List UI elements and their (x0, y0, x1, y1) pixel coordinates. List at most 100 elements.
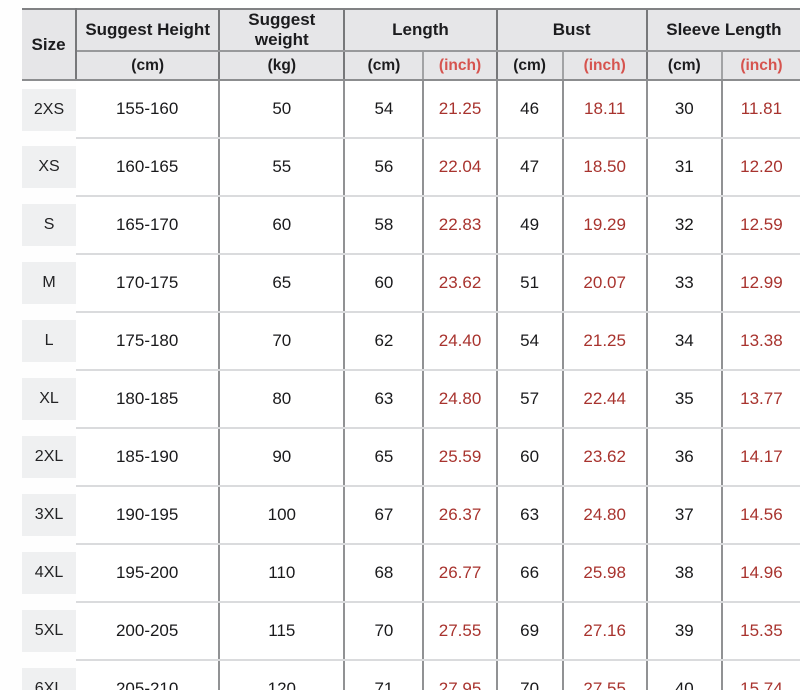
size-cell: 5XL (22, 602, 77, 660)
sleeve-cm-cell: 32 (645, 196, 722, 255)
bust-cm-cell: 47 (495, 138, 563, 197)
weight-kg-cell: 100 (218, 486, 345, 545)
column-header-suggest-weight: Suggest weight (218, 8, 345, 52)
size-label: 2XL (22, 436, 77, 478)
unit-length-cm: (cm) (343, 51, 424, 81)
sleeve-cm-cell: 35 (645, 370, 722, 429)
weight-kg-cell: 110 (218, 544, 345, 603)
length-inch-cell: 27.55 (422, 602, 497, 661)
height-cm-cell: 190-195 (76, 486, 220, 545)
column-header-size: Size (22, 8, 78, 81)
sleeve-inch-cell: 14.56 (720, 486, 800, 545)
height-cm-cell: 160-165 (76, 138, 220, 197)
column-header-suggest-height: Suggest Height (76, 8, 220, 52)
bust-cm-cell: 49 (495, 196, 563, 255)
size-cell: 3XL (22, 486, 77, 544)
length-inch-cell: 26.77 (422, 544, 497, 603)
length-cm-cell: 71 (343, 660, 424, 690)
size-cell: XL (22, 370, 77, 428)
sleeve-cm-cell: 30 (645, 80, 722, 139)
bust-cm-cell: 69 (495, 602, 563, 661)
table-row: XS 160-165 55 56 22.04 47 18.50 31 12.20 (22, 138, 800, 197)
sleeve-cm-cell: 34 (645, 312, 722, 371)
length-inch-cell: 26.37 (422, 486, 497, 545)
size-cell: S (22, 196, 77, 254)
length-cm-cell: 70 (343, 602, 424, 661)
unit-bust-cm: (cm) (495, 51, 563, 81)
bust-cm-cell: 63 (495, 486, 563, 545)
header-label-row: Size Suggest Height Suggest weight Lengt… (22, 8, 800, 81)
weight-kg-cell: 65 (218, 254, 345, 313)
table-row: 2XS 155-160 50 54 21.25 46 18.11 30 11.8… (22, 80, 800, 139)
length-inch-cell: 21.25 (422, 80, 497, 139)
column-header-sleeve-length: Sleeve Length (645, 8, 800, 52)
table-header: Size Suggest Height Suggest weight Lengt… (22, 8, 800, 81)
length-inch-cell: 24.40 (422, 312, 497, 371)
size-label: XL (22, 378, 77, 420)
length-cm-cell: 58 (343, 196, 424, 255)
sleeve-cm-cell: 31 (645, 138, 722, 197)
size-label: XS (22, 146, 77, 188)
column-header-bust: Bust (495, 8, 647, 52)
table-row: 6XL 205-210 120 71 27.95 70 27.55 40 15.… (22, 660, 800, 690)
weight-kg-cell: 60 (218, 196, 345, 255)
length-cm-cell: 67 (343, 486, 424, 545)
weight-kg-cell: 50 (218, 80, 345, 139)
table-row: S 165-170 60 58 22.83 49 19.29 32 12.59 (22, 196, 800, 255)
length-inch-cell: 23.62 (422, 254, 497, 313)
bust-inch-cell: 27.16 (561, 602, 647, 661)
size-chart-table: Size Suggest Height Suggest weight Lengt… (22, 8, 800, 690)
length-inch-cell: 22.04 (422, 138, 497, 197)
sleeve-inch-cell: 15.35 (720, 602, 800, 661)
weight-kg-cell: 70 (218, 312, 345, 371)
length-inch-cell: 25.59 (422, 428, 497, 487)
size-label: 5XL (22, 610, 77, 652)
sleeve-inch-cell: 12.20 (720, 138, 800, 197)
height-cm-cell: 180-185 (76, 370, 220, 429)
size-cell: M (22, 254, 77, 312)
sleeve-cm-cell: 36 (645, 428, 722, 487)
length-cm-cell: 56 (343, 138, 424, 197)
sleeve-inch-cell: 13.77 (720, 370, 800, 429)
size-label: S (22, 204, 77, 246)
height-cm-cell: 195-200 (76, 544, 220, 603)
bust-cm-cell: 51 (495, 254, 563, 313)
table-row: 2XL 185-190 90 65 25.59 60 23.62 36 14.1… (22, 428, 800, 487)
header-units-row: (cm) (kg) (cm) (inch) (cm) (inch) (cm) (… (22, 51, 800, 81)
sleeve-inch-cell: 14.96 (720, 544, 800, 603)
weight-kg-cell: 55 (218, 138, 345, 197)
bust-inch-cell: 18.11 (561, 80, 647, 139)
unit-bust-inch: (inch) (561, 51, 647, 81)
bust-inch-cell: 25.98 (561, 544, 647, 603)
bust-inch-cell: 21.25 (561, 312, 647, 371)
bust-cm-cell: 70 (495, 660, 563, 690)
length-cm-cell: 65 (343, 428, 424, 487)
size-label: 2XS (22, 88, 77, 131)
unit-sleeve-inch: (inch) (720, 51, 800, 81)
weight-kg-cell: 115 (218, 602, 345, 661)
height-cm-cell: 175-180 (76, 312, 220, 371)
size-cell: L (22, 312, 77, 370)
length-inch-cell: 22.83 (422, 196, 497, 255)
bust-cm-cell: 46 (495, 80, 563, 139)
sleeve-inch-cell: 12.59 (720, 196, 800, 255)
weight-kg-cell: 90 (218, 428, 345, 487)
sleeve-inch-cell: 12.99 (720, 254, 800, 313)
height-cm-cell: 170-175 (76, 254, 220, 313)
length-inch-cell: 27.95 (422, 660, 497, 690)
height-cm-cell: 185-190 (76, 428, 220, 487)
length-cm-cell: 62 (343, 312, 424, 371)
size-cell: 6XL (22, 660, 77, 690)
sleeve-cm-cell: 40 (645, 660, 722, 690)
bust-inch-cell: 18.50 (561, 138, 647, 197)
table-row: L 175-180 70 62 24.40 54 21.25 34 13.38 (22, 312, 800, 371)
bust-cm-cell: 54 (495, 312, 563, 371)
table-row: M 170-175 65 60 23.62 51 20.07 33 12.99 (22, 254, 800, 313)
weight-kg-cell: 120 (218, 660, 345, 690)
bust-inch-cell: 19.29 (561, 196, 647, 255)
bust-inch-cell: 23.62 (561, 428, 647, 487)
length-inch-cell: 24.80 (422, 370, 497, 429)
height-cm-cell: 165-170 (76, 196, 220, 255)
size-cell: 2XL (22, 428, 77, 486)
